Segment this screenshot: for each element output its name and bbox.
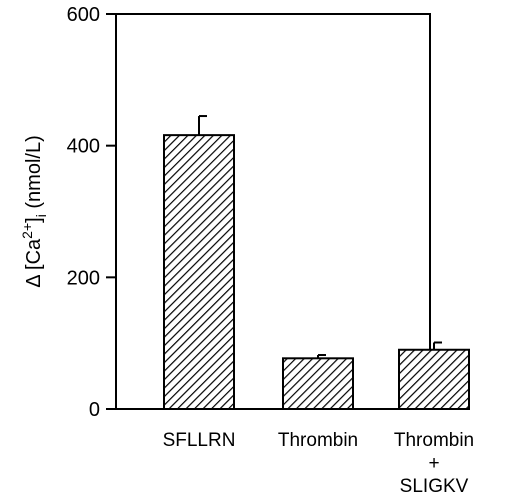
plot-frame: [115, 13, 431, 410]
y-axis-label-part-1: 2+: [19, 223, 35, 239]
x-tick-label-line-2-1: +: [428, 453, 439, 474]
y-axis-label-part-3: i: [33, 214, 49, 217]
y-axis-label: Δ [Ca2+]i (nmol/L): [19, 135, 49, 288]
y-tick-label-400: 400: [67, 136, 100, 158]
y-tick-label-600: 600: [67, 4, 100, 26]
x-tick-label-0: SFLLRN: [163, 430, 236, 451]
y-tick-label-0: 0: [89, 399, 100, 421]
y-axis-label-part-4: (nmol/L): [23, 135, 45, 214]
x-tick-label-line-0-0: SFLLRN: [163, 430, 236, 451]
x-tick-label-line-2-0: Thrombin: [394, 430, 474, 451]
bar-2: [398, 348, 470, 410]
x-tick-label-line-2-2: SLIGKV: [400, 476, 469, 497]
bar-0: [163, 134, 235, 410]
y-tick-label-200: 200: [67, 267, 100, 289]
y-axis-label-part-0: Δ [Ca: [23, 238, 45, 288]
y-axis-label-part-2: ]: [23, 217, 45, 223]
bar-1: [282, 357, 354, 410]
x-tick-label-line-1-0: Thrombin: [278, 430, 358, 451]
x-tick-label-2: Thrombin + SLIGKV: [394, 430, 474, 497]
x-tick-label-1: Thrombin: [278, 430, 358, 451]
